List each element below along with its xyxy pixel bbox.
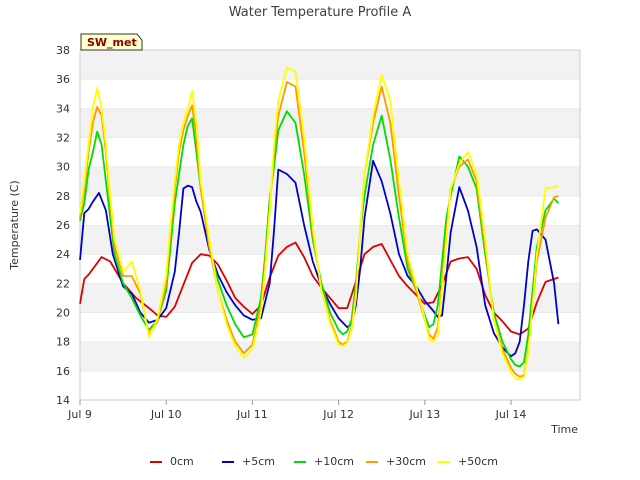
legend-label: +5cm	[242, 455, 275, 468]
legend: 0cm +5cm +10cm +30cm +50cm	[150, 455, 498, 468]
y-tick-label: 32	[56, 132, 70, 145]
y-axis-label: Temperature (C)	[8, 180, 21, 270]
y-tick-label: 16	[56, 365, 70, 378]
badge-box	[80, 33, 143, 51]
x-axis-label: Time	[550, 423, 578, 436]
legend-label: +50cm	[458, 455, 498, 468]
series-lines	[79, 66, 560, 381]
x-tick-label: Jul 14	[495, 408, 527, 421]
y-tick-label: 26	[56, 219, 70, 232]
background-band	[80, 370, 580, 400]
y-tick-label: 22	[56, 277, 70, 290]
background-band	[80, 341, 580, 371]
y-tick-label: 34	[56, 102, 70, 115]
x-tick-label: Jul 11	[236, 408, 268, 421]
legend-label: +30cm	[386, 455, 426, 468]
y-tick-label: 18	[56, 336, 70, 349]
background-band	[80, 79, 580, 109]
y-tick-label: 20	[56, 307, 70, 320]
y-tick-label: 28	[56, 190, 70, 203]
legend-label: 0cm	[170, 455, 194, 468]
y-tick-label: 36	[56, 73, 70, 86]
chart-title: Water Temperature Profile A	[229, 5, 412, 20]
background-band	[80, 108, 580, 138]
badge-label: SW_met	[87, 36, 137, 49]
background-band	[80, 166, 580, 196]
x-tick-label: Jul 10	[150, 408, 182, 421]
sw-met-badge: SW_met	[80, 33, 143, 51]
x-tick-label: Jul 13	[408, 408, 440, 421]
background-band	[80, 195, 580, 225]
y-tick-label: 38	[56, 44, 70, 57]
series-line-50cm	[79, 66, 559, 381]
background-band	[80, 225, 580, 255]
y-tick-label: 30	[56, 161, 70, 174]
y-axis-ticks: 14 16 18 20 22 24 26 28 30 32 34 36 38	[56, 44, 70, 407]
background-band	[80, 50, 580, 80]
y-tick-label: 14	[56, 394, 70, 407]
x-tick-label: Jul 12	[322, 408, 354, 421]
x-axis-ticks: Jul 9 Jul 10 Jul 11 Jul 12 Jul 13 Jul 14	[67, 400, 526, 421]
legend-label: +10cm	[314, 455, 354, 468]
background-band	[80, 137, 580, 167]
x-tick-label: Jul 9	[67, 408, 92, 421]
y-tick-label: 24	[56, 248, 70, 261]
plot-frame	[79, 49, 581, 401]
background-band	[80, 254, 580, 284]
